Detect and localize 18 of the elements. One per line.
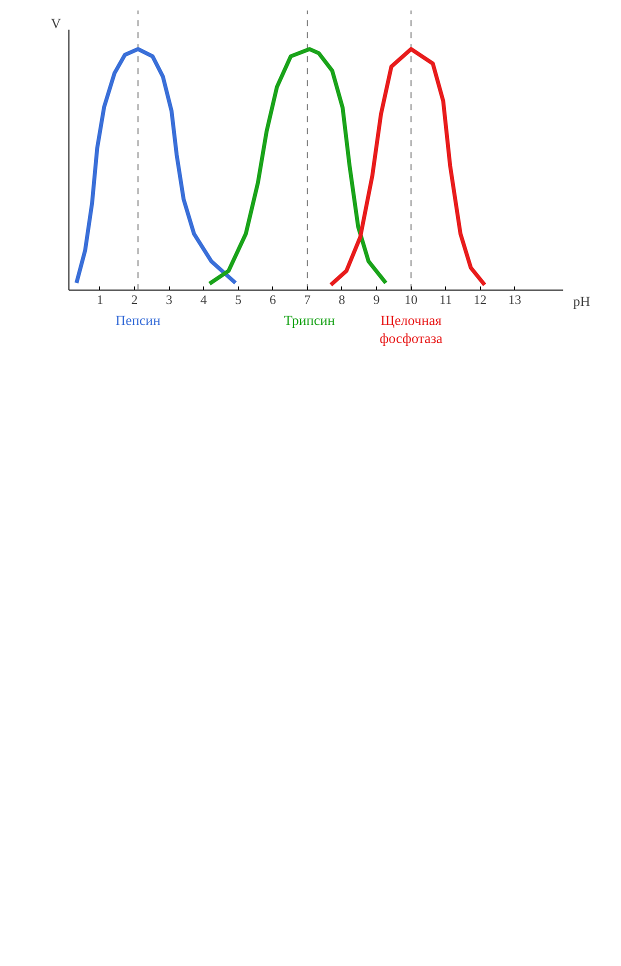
x-axis-title: pH (573, 295, 590, 310)
x-tick-label: 13 (508, 292, 522, 308)
x-tick-label: 8 (338, 292, 346, 308)
x-tick-label: 11 (439, 292, 452, 308)
text: Трипсин (284, 314, 336, 330)
x-tick-label: 7 (304, 292, 312, 308)
text: Щелочная фосфотаза (380, 314, 444, 348)
x-tick-label: 10 (404, 292, 418, 308)
text: Пепсин (116, 314, 162, 330)
x-tick-label: 1 (96, 292, 104, 308)
x-tick-label: 5 (234, 292, 242, 308)
y-axis-title: V (50, 16, 62, 32)
x-tick-label: 4 (200, 292, 208, 308)
x-tick-label: 12 (474, 292, 487, 308)
x-tick-label: 2 (131, 292, 138, 308)
x-tick-label: 9 (373, 292, 380, 308)
x-tick-label: 3 (166, 292, 172, 308)
x-tick-label: 6 (270, 292, 277, 308)
